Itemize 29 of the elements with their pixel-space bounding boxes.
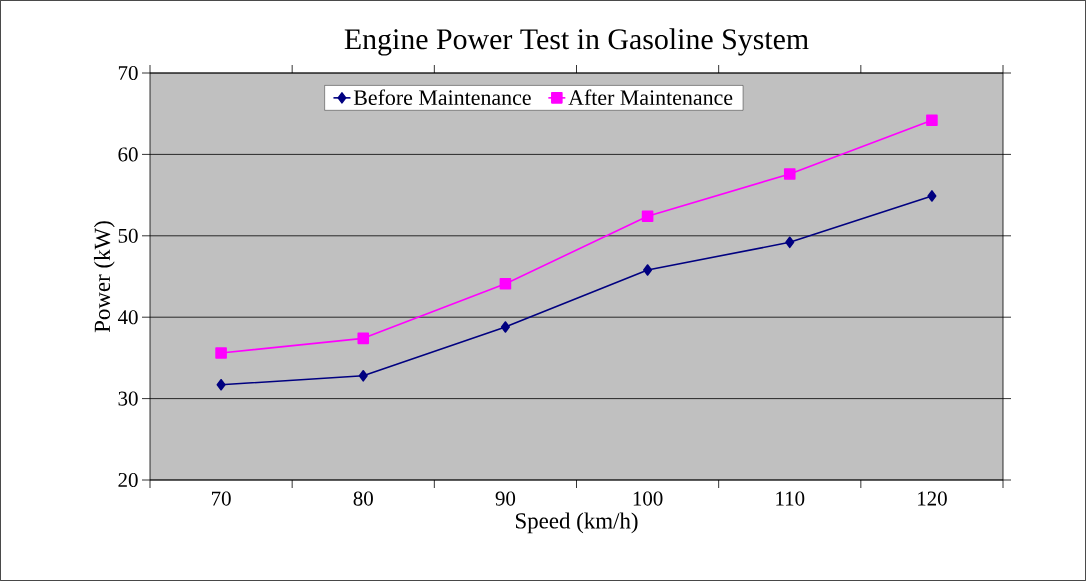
point — [785, 236, 795, 249]
x-tick-label: 110 — [776, 491, 805, 506]
x-tick-label: 90 — [495, 491, 516, 506]
y-tick-label: 30 — [118, 391, 138, 406]
x-tick-label: 100 — [633, 491, 663, 506]
legend-label: Before Maintenance — [353, 89, 531, 106]
point — [358, 370, 368, 382]
x-tick-label: 80 — [353, 491, 373, 506]
y-axis-title: Power (kW) — [93, 221, 115, 333]
y-tick-label: 60 — [118, 147, 138, 162]
legend-label: After Maintenance — [568, 89, 733, 106]
point — [641, 210, 654, 223]
point — [500, 321, 510, 333]
y-tick-label: 50 — [118, 228, 138, 243]
y-tick-label: 40 — [117, 310, 138, 325]
point — [927, 190, 937, 202]
point — [926, 114, 938, 127]
x-tick-label: 120 — [918, 491, 947, 506]
x-tick-label: 70 — [212, 491, 231, 506]
chart-title: Engine Power Test in Gasoline System — [344, 28, 809, 56]
x-axis-title: Speed (km/h) — [515, 512, 638, 534]
point — [499, 278, 512, 290]
point — [216, 378, 226, 391]
point — [783, 168, 796, 180]
y-tick-label: 20 — [118, 472, 138, 488]
point — [357, 332, 370, 345]
y-tick-label: 70 — [118, 65, 138, 81]
point — [643, 264, 653, 276]
point — [215, 347, 227, 359]
